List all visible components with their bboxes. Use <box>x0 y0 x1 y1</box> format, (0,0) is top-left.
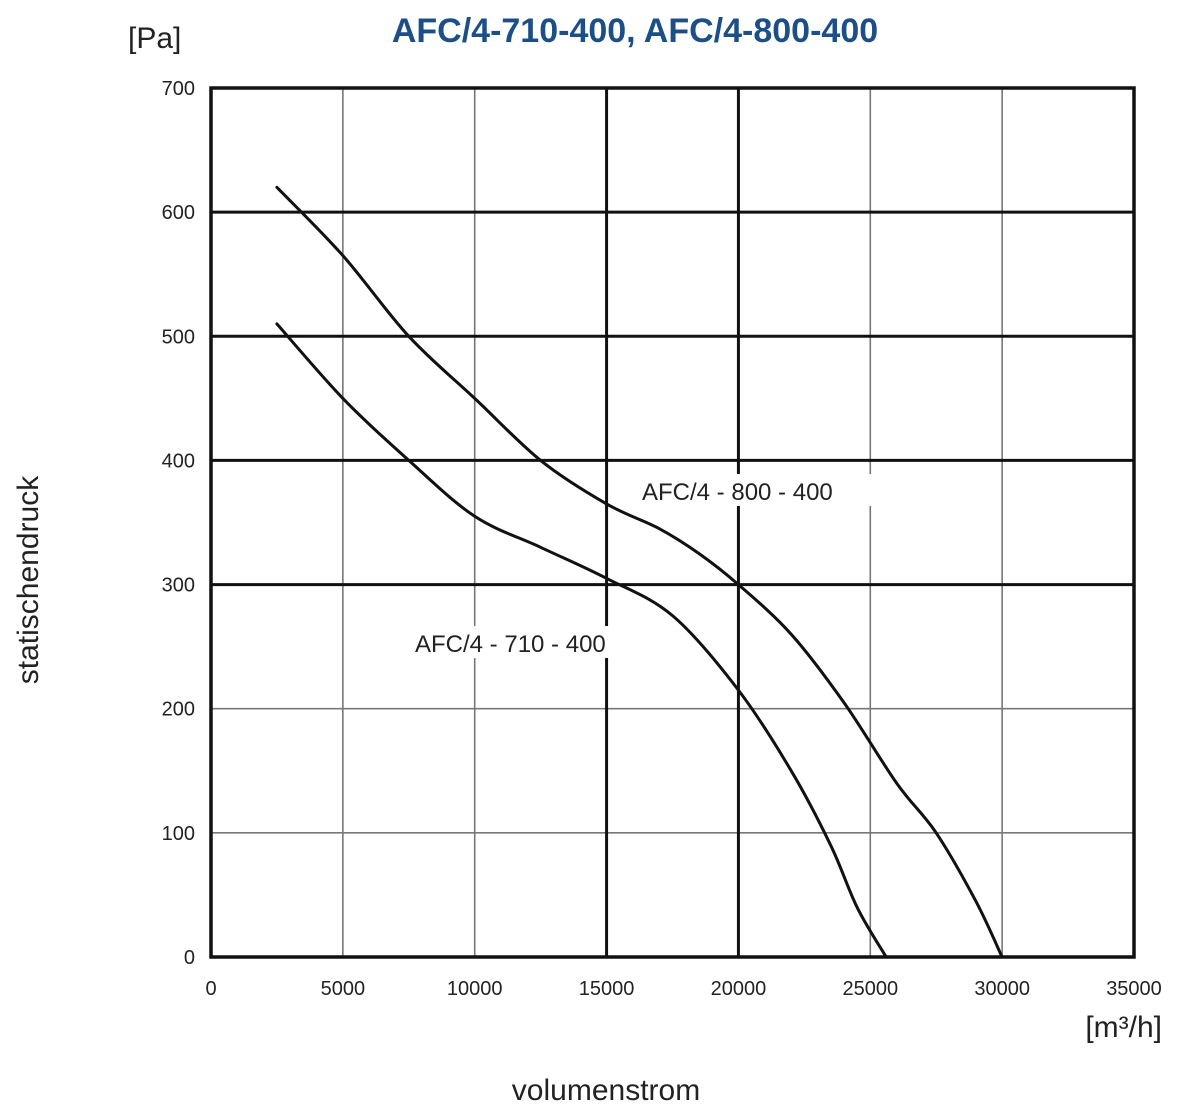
x-tick-label: 30000 <box>974 978 1030 1000</box>
y-tick-label: 300 <box>162 575 195 597</box>
series-label-afc-710-400: AFC/4 - 710 - 400 <box>415 631 606 658</box>
chart-title: AFC/4-710-400, AFC/4-800-400 <box>392 12 878 50</box>
series-label-bg-800 <box>640 474 884 506</box>
x-tick-label: 15000 <box>579 978 635 1000</box>
major-gridlines <box>209 86 1136 959</box>
y-axis-label: statischendruck <box>12 475 45 684</box>
x-tick-label: 0 <box>205 978 216 1000</box>
y-tick-label: 200 <box>162 699 195 721</box>
y-tick-label: 100 <box>162 823 195 845</box>
x-axis-label: volumenstrom <box>512 1074 700 1107</box>
x-tick-label: 20000 <box>711 978 767 1000</box>
x-tick-label: 25000 <box>842 978 898 1000</box>
y-tick-label: 400 <box>162 450 195 472</box>
x-tick-label: 10000 <box>447 978 503 1000</box>
y-tick-labels: 0 100 200 300 400 500 600 700 <box>162 78 195 969</box>
series-label-bg-710 <box>413 626 657 658</box>
y-tick-label: 700 <box>162 78 195 100</box>
y-tick-label: 0 <box>184 947 195 969</box>
x-tick-label: 5000 <box>321 978 366 1000</box>
y-unit-label: [Pa] <box>128 22 181 55</box>
y-tick-label: 500 <box>162 326 195 348</box>
minor-gridlines <box>211 88 1134 957</box>
y-tick-label: 600 <box>162 202 195 224</box>
series-line-afc-710-400 <box>275 322 888 959</box>
x-unit-label: [m³/h] <box>1085 1011 1162 1044</box>
plot-frame <box>209 86 1136 959</box>
series-layer <box>275 185 1004 959</box>
series-line-afc-800-400 <box>275 185 1004 959</box>
x-tick-label: 35000 <box>1106 978 1162 1000</box>
series-label-afc-800-400: AFC/4 - 800 - 400 <box>642 479 833 506</box>
x-tick-labels: 0 5000 10000 15000 20000 25000 30000 35000 <box>205 978 1161 1000</box>
